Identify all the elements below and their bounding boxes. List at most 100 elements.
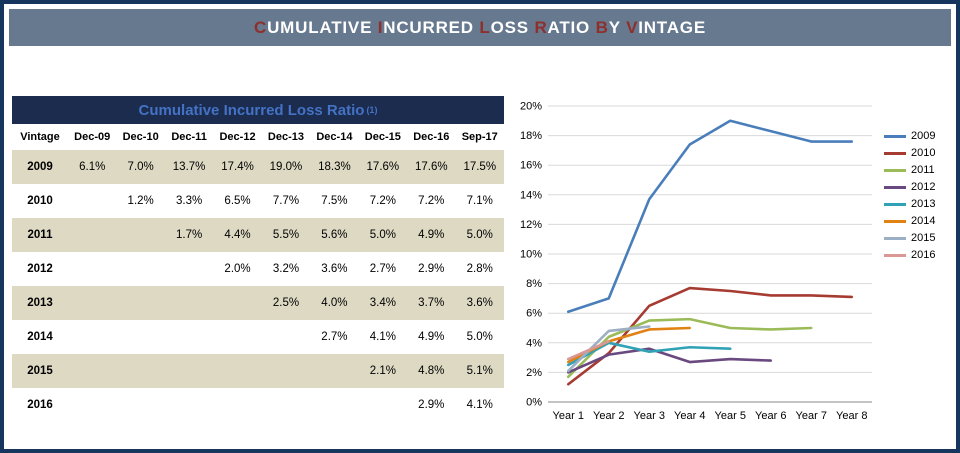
value-cell <box>68 320 116 354</box>
series-line-2012 <box>566 347 773 374</box>
value-cell <box>116 354 164 388</box>
column-header: Dec-16 <box>407 124 456 150</box>
legend-label: 2013 <box>911 198 936 210</box>
value-cell: 17.6% <box>366 161 400 173</box>
value-cell <box>165 252 213 286</box>
loss-ratio-table-section: Cumulative Incurred Loss Ratio (1) Vintag… <box>12 96 504 422</box>
value-cell: 4.4% <box>224 229 251 241</box>
value-cell <box>165 320 213 354</box>
value-cell <box>213 286 261 320</box>
legend-label: 2014 <box>911 215 936 227</box>
value-cell: 3.6% <box>466 297 493 309</box>
vintage-cell: 2013 <box>27 297 53 309</box>
value-cell <box>165 286 213 320</box>
value-cell: 4.1% <box>369 331 396 343</box>
vintage-cell: 2011 <box>27 229 53 241</box>
value-cell: 2.1% <box>369 365 396 377</box>
legend-line-swatch <box>884 202 906 206</box>
column-header: Dec-11 <box>164 124 214 150</box>
value-cell <box>68 252 116 286</box>
legend-line-swatch <box>884 253 906 257</box>
value-cell: 4.8% <box>418 365 445 377</box>
legend-item: 2012 <box>884 181 935 193</box>
legend-item: 2015 <box>884 232 935 244</box>
value-cell <box>213 388 261 422</box>
value-cell: 2.8% <box>466 263 493 275</box>
value-cell <box>116 388 164 422</box>
series-line-2013 <box>566 341 732 367</box>
value-cell: 2.7% <box>369 263 396 275</box>
value-cell: 3.3% <box>175 195 203 207</box>
value-cell: 3.2% <box>272 263 300 275</box>
legend-item: 2013 <box>884 198 935 210</box>
x-axis-tick-label: Year 6 <box>755 410 786 422</box>
value-cell: 6.5% <box>224 195 251 207</box>
value-cell <box>213 354 261 388</box>
vintage-cell: 2014 <box>27 331 53 343</box>
legend-item: 2016 <box>884 249 935 261</box>
legend-label: 2009 <box>911 130 936 142</box>
vintage-cell: 2009 <box>27 161 53 173</box>
value-cell: 5.0% <box>466 229 493 241</box>
value-cell <box>310 354 358 388</box>
legend-label: 2011 <box>911 164 935 176</box>
value-cell: 7.2% <box>369 195 396 207</box>
value-cell: 5.1% <box>466 365 493 377</box>
value-cell <box>116 320 164 354</box>
column-header: Dec-12 <box>213 124 262 150</box>
value-cell: 7.1% <box>466 195 493 207</box>
value-cell: 7.7% <box>272 195 300 207</box>
legend-line-swatch <box>884 151 906 155</box>
value-cell: 3.6% <box>321 263 348 275</box>
value-cell <box>68 354 116 388</box>
vintage-cell: 2016 <box>27 399 53 411</box>
banner-title-initial: R <box>534 17 548 37</box>
banner-title: CUMULATIVE INCURRED LOSS RATIO BY VINTAG… <box>254 17 706 37</box>
y-axis-tick-label: 16% <box>520 160 542 172</box>
x-axis-tick-label: Year 1 <box>553 410 584 422</box>
legend-label: 2010 <box>911 147 936 159</box>
series-line-2016 <box>566 340 611 361</box>
y-axis-tick-label: 12% <box>520 219 542 231</box>
loss-table-body: 2009 6.1% 7.0% 13.7% 17.4% 19.0% 18.3% 17.6% 17.… <box>12 150 504 422</box>
banner-title-initial: L <box>479 17 491 37</box>
value-cell <box>262 354 310 388</box>
table-row: 2010 1.2% 3.3% 6.5% 7.7% 7.5% 7.2% 7.2% 7.1% <box>12 184 504 218</box>
banner-title-initial: I <box>377 17 384 37</box>
value-cell <box>310 388 358 422</box>
y-axis-tick-label: 20% <box>520 101 542 113</box>
legend-label: 2012 <box>911 181 936 193</box>
y-axis-tick-label: 8% <box>526 278 542 290</box>
legend-line-swatch <box>884 185 906 189</box>
value-cell: 3.7% <box>418 297 445 309</box>
x-axis-tick-label: Year 8 <box>836 410 867 422</box>
legend-line-swatch <box>884 219 906 223</box>
table-row: 2009 6.1% 7.0% 13.7% 17.4% 19.0% 18.3% 17.6% 17.… <box>12 150 504 184</box>
y-axis-tick-label: 4% <box>526 337 542 349</box>
value-cell: 2.5% <box>272 297 300 309</box>
vintage-cell: 2012 <box>27 263 53 275</box>
vintage-cell: 2010 <box>27 195 53 207</box>
value-cell: 5.0% <box>369 229 396 241</box>
value-cell <box>116 252 164 286</box>
value-cell: 5.0% <box>466 331 493 343</box>
table-row: 2012 2.0% 3.2% 3.6% 2.7% 2.9% 2.8% <box>12 252 504 286</box>
value-cell: 7.0% <box>127 161 154 173</box>
legend-line-swatch <box>884 134 906 138</box>
column-header: Dec-09 <box>68 124 117 150</box>
chart-legend: 2009 2010 2011 2012 2013 2014 2015 2016 <box>884 130 935 261</box>
banner-title-initial: B <box>595 17 609 37</box>
value-cell: 4.1% <box>466 399 493 411</box>
value-cell <box>116 218 164 252</box>
table-title-footnote: (1) <box>366 105 378 115</box>
table-title-band: Cumulative Incurred Loss Ratio (1) <box>12 96 504 124</box>
value-cell <box>165 354 213 388</box>
value-cell <box>213 320 261 354</box>
value-cell: 2.9% <box>418 263 445 275</box>
legend-item: 2009 <box>884 130 935 142</box>
report-banner: CUMULATIVE INCURRED LOSS RATIO BY VINTAG… <box>9 9 951 46</box>
x-axis-tick-label: Year 2 <box>593 410 624 422</box>
table-title: Cumulative Incurred Loss Ratio <box>138 101 365 119</box>
value-cell: 13.7% <box>172 161 206 173</box>
